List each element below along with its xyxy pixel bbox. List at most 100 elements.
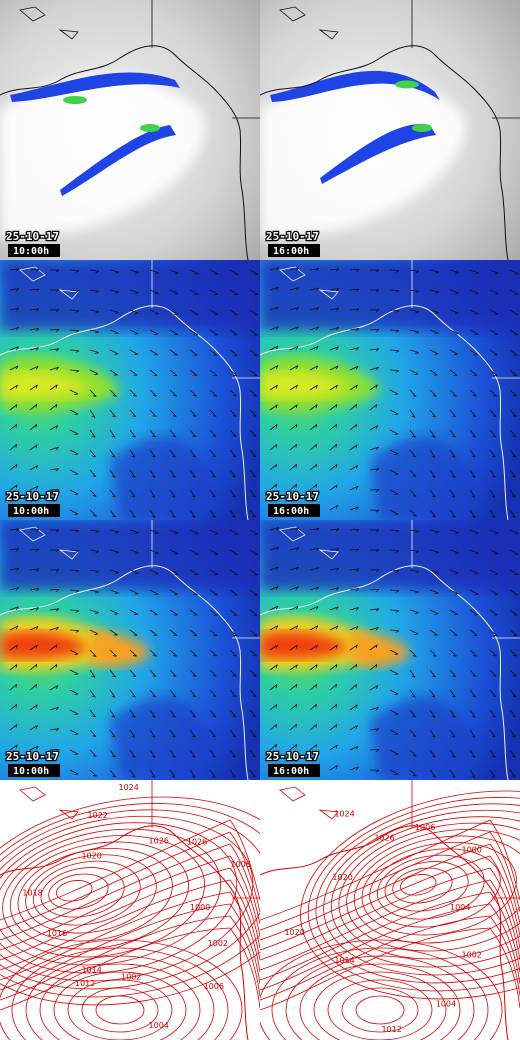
wind-arrow (149, 709, 156, 718)
wind-arrow (449, 329, 459, 335)
wind-arrow (389, 569, 400, 573)
wind-arrow (429, 609, 439, 615)
wind-arrow (509, 369, 518, 377)
isobar (0, 809, 260, 990)
wind-arrow (429, 369, 438, 376)
wind-arrow (69, 609, 80, 613)
wind-arrow (309, 527, 320, 532)
wind-arrow (149, 329, 159, 335)
isobar (0, 815, 254, 982)
wind-arrow (449, 349, 459, 356)
wind-arrow (509, 269, 519, 275)
wind-arrow (149, 729, 156, 738)
wind-arrow (389, 349, 400, 353)
border (411, 780, 520, 899)
isobar (260, 939, 503, 1040)
wind-arrow (229, 709, 237, 718)
wind-arrow (509, 569, 519, 576)
wind-arrow (69, 549, 80, 553)
isobar-label: 1026 (149, 836, 169, 845)
wind-arrow (349, 288, 360, 292)
isobar (346, 829, 520, 952)
wind-arrow (89, 489, 97, 497)
wind-arrow (349, 704, 358, 711)
wind-arrow (309, 443, 318, 451)
wind-arrow (149, 349, 158, 356)
wind-arrow (369, 728, 380, 732)
wind-arrow (129, 429, 136, 438)
wind-arrow (69, 449, 79, 455)
wind-arrow (489, 609, 498, 616)
wind-arrow (129, 609, 139, 616)
wind-arrow (169, 569, 179, 575)
isobar (376, 854, 485, 920)
wind-arrow (29, 327, 40, 332)
jet-core (0, 371, 90, 399)
time-box (268, 244, 320, 257)
wind-arrow (429, 649, 437, 657)
wind-arrow (69, 649, 79, 655)
wind-arrow (509, 689, 517, 698)
wind-arrow (489, 269, 499, 275)
wind-arrow (449, 749, 456, 758)
wind-arrow (329, 384, 338, 391)
wind-arrow (329, 288, 340, 292)
wind-arrow (429, 389, 437, 397)
wind-arrow (489, 509, 496, 518)
wind-arrow (289, 306, 299, 311)
wind-arrow (269, 463, 278, 471)
wind-arrow (229, 529, 239, 535)
wind-arrow (509, 549, 519, 555)
isobar-label: 1002 (462, 951, 482, 960)
isobar (0, 822, 238, 974)
wind-arrow (109, 269, 119, 274)
wind-arrow (349, 384, 358, 391)
wind-arrow (29, 465, 39, 471)
wind-arrow (209, 629, 218, 637)
wind-arrow (469, 469, 476, 478)
wind-arrow (269, 424, 278, 431)
isobar (313, 971, 447, 1040)
isobar (300, 790, 520, 1000)
coastline (0, 565, 249, 780)
map-panel: 25-10-17 16:00h (260, 0, 520, 260)
isobar (260, 867, 520, 961)
wind-arrow (189, 409, 197, 417)
wind-arrow (409, 629, 419, 635)
wind-arrow (109, 549, 119, 554)
wind-arrow (169, 649, 177, 657)
wind-arrow (509, 769, 516, 778)
wind-arrow (449, 429, 456, 438)
isobar (0, 803, 260, 998)
wind-arrow (249, 309, 258, 316)
time-label: 10:00h (13, 246, 49, 257)
time-label: 10:00h (13, 766, 49, 777)
wind-arrow (169, 269, 179, 275)
wind-arrow (389, 769, 399, 775)
date-label: 25-10-17 (266, 230, 319, 243)
wind-arrow (49, 529, 60, 533)
wind-arrow (69, 429, 79, 435)
wind-arrow (389, 309, 400, 313)
wind-arrow (429, 489, 436, 498)
wind-arrow (509, 629, 518, 637)
isobar-label: 1020 (284, 928, 304, 937)
wind-arrow (369, 569, 380, 573)
wind-arrow (129, 389, 137, 397)
island (19, 6, 79, 40)
wind-arrow (309, 307, 319, 311)
wind-arrow (229, 469, 237, 478)
wind-arrow (149, 309, 159, 315)
wind-arrow (489, 549, 499, 555)
isobar (95, 995, 145, 1025)
wind-arrow (289, 723, 298, 731)
date-label: 25-10-17 (6, 230, 59, 243)
wind-arrow (29, 704, 38, 711)
isobar-label: 1024 (334, 809, 354, 818)
island (279, 526, 339, 560)
date-label: 25-10-17 (266, 490, 319, 503)
wind-arrow (149, 669, 157, 678)
wind-arrow (409, 329, 419, 334)
wind-arrow (49, 348, 60, 352)
wind-arrow (149, 769, 156, 778)
